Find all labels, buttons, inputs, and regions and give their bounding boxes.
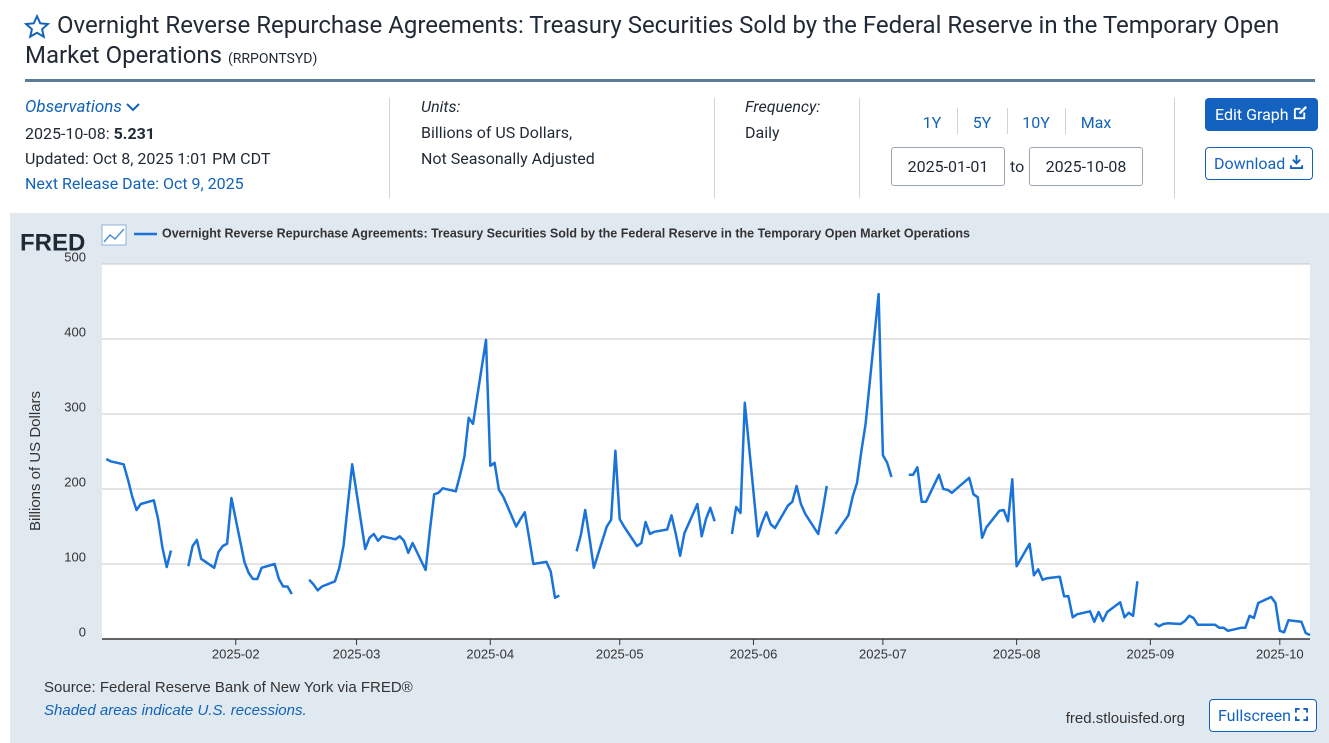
start-date-input[interactable]: 2025-01-01 xyxy=(891,147,1005,186)
edit-icon xyxy=(1293,106,1307,120)
separator xyxy=(859,98,860,198)
frequency-label: Frequency: xyxy=(745,97,821,116)
x-tick-label: 2025-02 xyxy=(212,646,260,661)
legend-label: Overnight Reverse Repurchase Agreements:… xyxy=(162,226,970,240)
download-button[interactable]: Download xyxy=(1205,147,1314,180)
x-tick-label: 2025-06 xyxy=(730,646,778,661)
separator xyxy=(714,98,715,198)
recession-note: Shaded areas indicate U.S. recessions. xyxy=(44,702,307,719)
y-axis-label: Billions of US Dollars xyxy=(27,391,44,531)
data-line xyxy=(105,292,1311,637)
obs-date: 2025-10-08: xyxy=(25,124,110,143)
range-button[interactable]: 5Y xyxy=(972,113,992,132)
separator xyxy=(1174,98,1175,198)
units-line: Billions of US Dollars, xyxy=(421,123,573,142)
range-button[interactable]: Max xyxy=(1080,113,1112,132)
download-label: Download xyxy=(1214,154,1286,173)
next-release[interactable]: Next Release Date: Oct 9, 2025 xyxy=(25,174,244,193)
plot-area xyxy=(102,264,1310,639)
x-tick-label: 2025-10 xyxy=(1256,646,1304,661)
fullscreen-label: Fullscreen xyxy=(1218,706,1291,725)
frequency-value: Daily xyxy=(745,123,780,142)
edit-graph-button[interactable]: Edit Graph xyxy=(1205,98,1318,131)
y-tick-label: 400 xyxy=(64,324,86,339)
x-tick-label: 2025-07 xyxy=(859,646,907,661)
obs-value: 5.231 xyxy=(113,124,155,143)
x-tick-label: 2025-05 xyxy=(596,646,644,661)
range-divider xyxy=(957,108,958,134)
y-tick-label: 500 xyxy=(64,249,86,264)
x-tick-label: 2025-04 xyxy=(466,646,514,661)
y-tick-label: 200 xyxy=(64,474,86,489)
site-url: fred.stlouisfed.org xyxy=(1066,710,1185,727)
end-date-input[interactable]: 2025-10-08 xyxy=(1029,147,1143,186)
source: Source: Federal Reserve Bank of New York… xyxy=(44,679,413,696)
header-rule xyxy=(25,79,1315,82)
title-block: Overnight Reverse Repurchase Agreements:… xyxy=(25,10,1315,74)
series-id: (RRPONTSYD) xyxy=(228,51,318,67)
y-tick-label: 0 xyxy=(79,624,86,639)
date-separator: to xyxy=(1010,157,1025,176)
separator xyxy=(389,98,390,198)
x-tick-label: 2025-08 xyxy=(993,646,1041,661)
range-button[interactable]: 1Y xyxy=(922,113,942,132)
range-divider xyxy=(1007,108,1008,134)
favorite-star[interactable] xyxy=(24,14,50,40)
observations-toggle[interactable]: Observations xyxy=(25,97,140,117)
fullscreen-icon xyxy=(1294,708,1308,721)
units-label: Units: xyxy=(421,97,461,116)
y-tick-label: 300 xyxy=(64,399,86,414)
fullscreen-button[interactable]: Fullscreen xyxy=(1209,699,1317,732)
x-tick-label: 2025-03 xyxy=(333,646,381,661)
range-button[interactable]: 10Y xyxy=(1022,113,1050,132)
chevron xyxy=(126,103,140,112)
y-tick-label: 100 xyxy=(64,549,86,564)
latest-observation: 2025-10-08: 5.231 xyxy=(25,124,155,143)
title: Overnight Reverse Repurchase Agreements:… xyxy=(25,11,1280,69)
range-divider xyxy=(1065,108,1066,134)
updated: Updated: Oct 8, 2025 1:01 PM CDT xyxy=(25,149,271,168)
units-line: Not Seasonally Adjusted xyxy=(421,149,595,168)
x-tick-label: 2025-09 xyxy=(1127,646,1175,661)
edit-label: Edit Graph xyxy=(1215,105,1289,124)
logo-icon xyxy=(101,224,127,246)
observations-label: Observations xyxy=(25,97,122,117)
fred-logo: FRED xyxy=(20,229,85,256)
download-icon xyxy=(1290,154,1304,169)
